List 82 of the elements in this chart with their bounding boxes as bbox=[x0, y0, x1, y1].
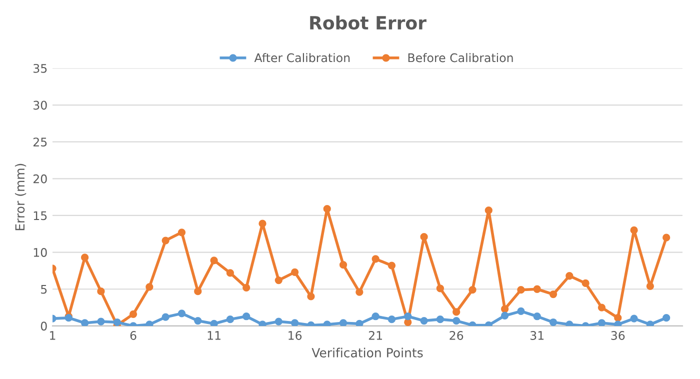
point bbox=[388, 315, 396, 324]
point bbox=[226, 315, 234, 324]
point bbox=[549, 318, 558, 326]
point bbox=[452, 308, 460, 316]
legend-label: Before Calibration bbox=[408, 53, 513, 62]
y-tick-label: 35 bbox=[34, 64, 47, 73]
y-tick-label: 5 bbox=[41, 285, 47, 294]
point bbox=[339, 261, 348, 269]
point bbox=[242, 312, 250, 320]
point bbox=[178, 310, 186, 318]
point bbox=[614, 314, 622, 322]
point bbox=[80, 254, 89, 262]
point bbox=[210, 320, 218, 326]
point bbox=[146, 283, 154, 291]
point bbox=[226, 269, 234, 277]
point bbox=[339, 319, 348, 326]
y-tick-label: 0 bbox=[40, 322, 47, 331]
point bbox=[290, 268, 299, 276]
point bbox=[452, 316, 460, 325]
point bbox=[662, 234, 670, 242]
point bbox=[129, 310, 138, 318]
y-tick-label: 10 bbox=[34, 248, 47, 257]
point bbox=[646, 282, 654, 290]
point bbox=[372, 255, 380, 263]
point bbox=[290, 319, 299, 326]
x-tick-label: 6 bbox=[130, 331, 136, 340]
y-tick-label: 25 bbox=[33, 138, 47, 147]
point bbox=[484, 206, 492, 214]
point bbox=[80, 319, 89, 326]
point bbox=[178, 228, 186, 236]
point bbox=[549, 290, 558, 298]
point bbox=[533, 312, 541, 320]
point bbox=[404, 312, 412, 320]
point bbox=[598, 304, 606, 312]
point bbox=[436, 284, 444, 292]
point bbox=[307, 292, 315, 300]
point bbox=[533, 285, 541, 293]
point bbox=[517, 307, 525, 316]
x-tick-label: 21 bbox=[368, 331, 382, 340]
point bbox=[630, 314, 638, 322]
x-tick-label: 11 bbox=[208, 331, 220, 340]
point bbox=[582, 279, 590, 288]
y-tick-label: 30 bbox=[34, 100, 47, 110]
point bbox=[210, 256, 218, 264]
x-tick-label: 36 bbox=[611, 331, 625, 340]
point bbox=[662, 314, 670, 322]
x-tick-label: 1 bbox=[50, 331, 56, 340]
point bbox=[194, 316, 202, 325]
x-tick-label: 16 bbox=[288, 331, 302, 340]
chart-title: Robot Error bbox=[310, 16, 426, 30]
y-tick-label: 20 bbox=[33, 174, 47, 184]
point bbox=[242, 284, 250, 292]
point bbox=[404, 318, 412, 326]
point bbox=[500, 312, 509, 320]
point bbox=[630, 226, 638, 234]
point bbox=[162, 236, 170, 244]
point bbox=[420, 316, 428, 325]
x-tick-label: 31 bbox=[530, 331, 544, 340]
x-tick-label: 26 bbox=[450, 331, 464, 340]
point bbox=[566, 272, 574, 280]
y-axis-title: Error (mm) bbox=[14, 164, 26, 230]
legend-label: After Calibration bbox=[254, 53, 350, 62]
point bbox=[388, 262, 396, 270]
point bbox=[356, 288, 364, 296]
x-axis-title: Verification Points bbox=[312, 348, 423, 358]
point bbox=[517, 286, 525, 294]
point bbox=[356, 320, 364, 326]
point bbox=[274, 276, 282, 284]
point bbox=[274, 318, 282, 326]
point bbox=[436, 315, 444, 324]
y-tick-label: 15 bbox=[34, 211, 47, 220]
point bbox=[258, 220, 266, 228]
point bbox=[323, 205, 331, 213]
point bbox=[500, 305, 509, 313]
point bbox=[372, 312, 380, 320]
point bbox=[97, 288, 105, 296]
point bbox=[194, 288, 202, 296]
point bbox=[420, 233, 428, 241]
point bbox=[598, 319, 606, 326]
point bbox=[468, 286, 476, 294]
point bbox=[97, 318, 105, 326]
point bbox=[162, 313, 170, 321]
